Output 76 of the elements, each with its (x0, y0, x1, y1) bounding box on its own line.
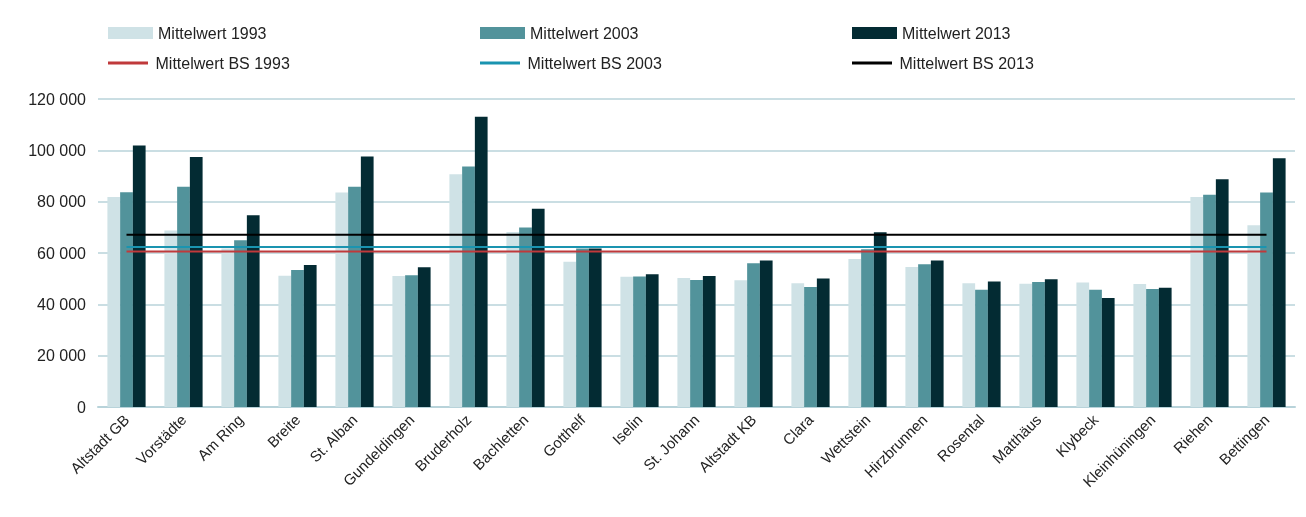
bar (588, 248, 602, 407)
bar (246, 215, 260, 407)
bar (405, 275, 418, 407)
bar (759, 260, 773, 407)
bar (1203, 194, 1216, 407)
legend-label: Mittelwert 2003 (530, 24, 639, 42)
bar (734, 280, 748, 407)
bar (905, 267, 919, 407)
bar (506, 231, 520, 407)
bar (1146, 288, 1159, 407)
bar (1044, 279, 1058, 407)
bar (1158, 287, 1172, 407)
bar (1089, 289, 1102, 407)
bar (1032, 282, 1045, 407)
bar (918, 264, 931, 407)
bar (1272, 158, 1286, 407)
bar (791, 283, 805, 407)
legend-label: Mittelwert BS 2013 (899, 54, 1034, 72)
bar (1019, 283, 1033, 407)
bar (360, 156, 374, 407)
bar (930, 260, 944, 407)
bar (690, 279, 703, 407)
bar (861, 249, 874, 407)
bar (417, 267, 431, 407)
bar (164, 230, 178, 407)
legend-label: Mittelwert 2013 (902, 24, 1011, 42)
bar (234, 240, 247, 407)
legend-label: Mittelwert BS 1993 (155, 54, 290, 72)
bar (576, 248, 589, 407)
y-tick-label: 20 000 (37, 347, 87, 365)
bar (107, 197, 121, 407)
bar (303, 265, 317, 407)
bar (449, 174, 463, 407)
bar (1133, 284, 1147, 407)
bar (1215, 179, 1229, 407)
y-tick-label: 120 000 (28, 90, 87, 108)
bar (519, 227, 532, 407)
bar (677, 277, 691, 407)
y-tick-label: 80 000 (37, 193, 87, 211)
bar (120, 192, 133, 407)
bar (291, 269, 304, 407)
bar (747, 263, 760, 407)
bar (531, 208, 545, 407)
bar (873, 232, 887, 407)
bar (645, 274, 659, 407)
bar (804, 286, 817, 407)
bar (177, 186, 190, 407)
bar (348, 186, 361, 407)
bar (474, 116, 488, 407)
legend-label: Mittelwert BS 2003 (527, 54, 662, 72)
bar (189, 157, 203, 407)
bar (278, 275, 292, 407)
bar (335, 192, 349, 407)
bar (221, 248, 235, 407)
bar (975, 289, 988, 407)
y-tick-label: 100 000 (28, 141, 87, 159)
bar (462, 166, 475, 407)
bar (702, 276, 716, 407)
legend-label: Mittelwert 1993 (158, 24, 267, 42)
bar (816, 278, 830, 407)
bar (848, 258, 862, 407)
bar (987, 281, 1001, 407)
bar (1190, 197, 1204, 407)
bar (1260, 192, 1273, 407)
y-tick-label: 0 (77, 398, 87, 416)
bar (1076, 282, 1090, 407)
bar (132, 145, 146, 407)
bar (633, 276, 646, 407)
bar (962, 283, 976, 407)
bar (1247, 225, 1261, 407)
bar (563, 261, 577, 407)
bar (392, 276, 406, 407)
bar (1101, 297, 1115, 407)
y-tick-label: 60 000 (37, 244, 87, 262)
y-tick-label: 40 000 (37, 295, 87, 313)
bar (620, 276, 634, 407)
